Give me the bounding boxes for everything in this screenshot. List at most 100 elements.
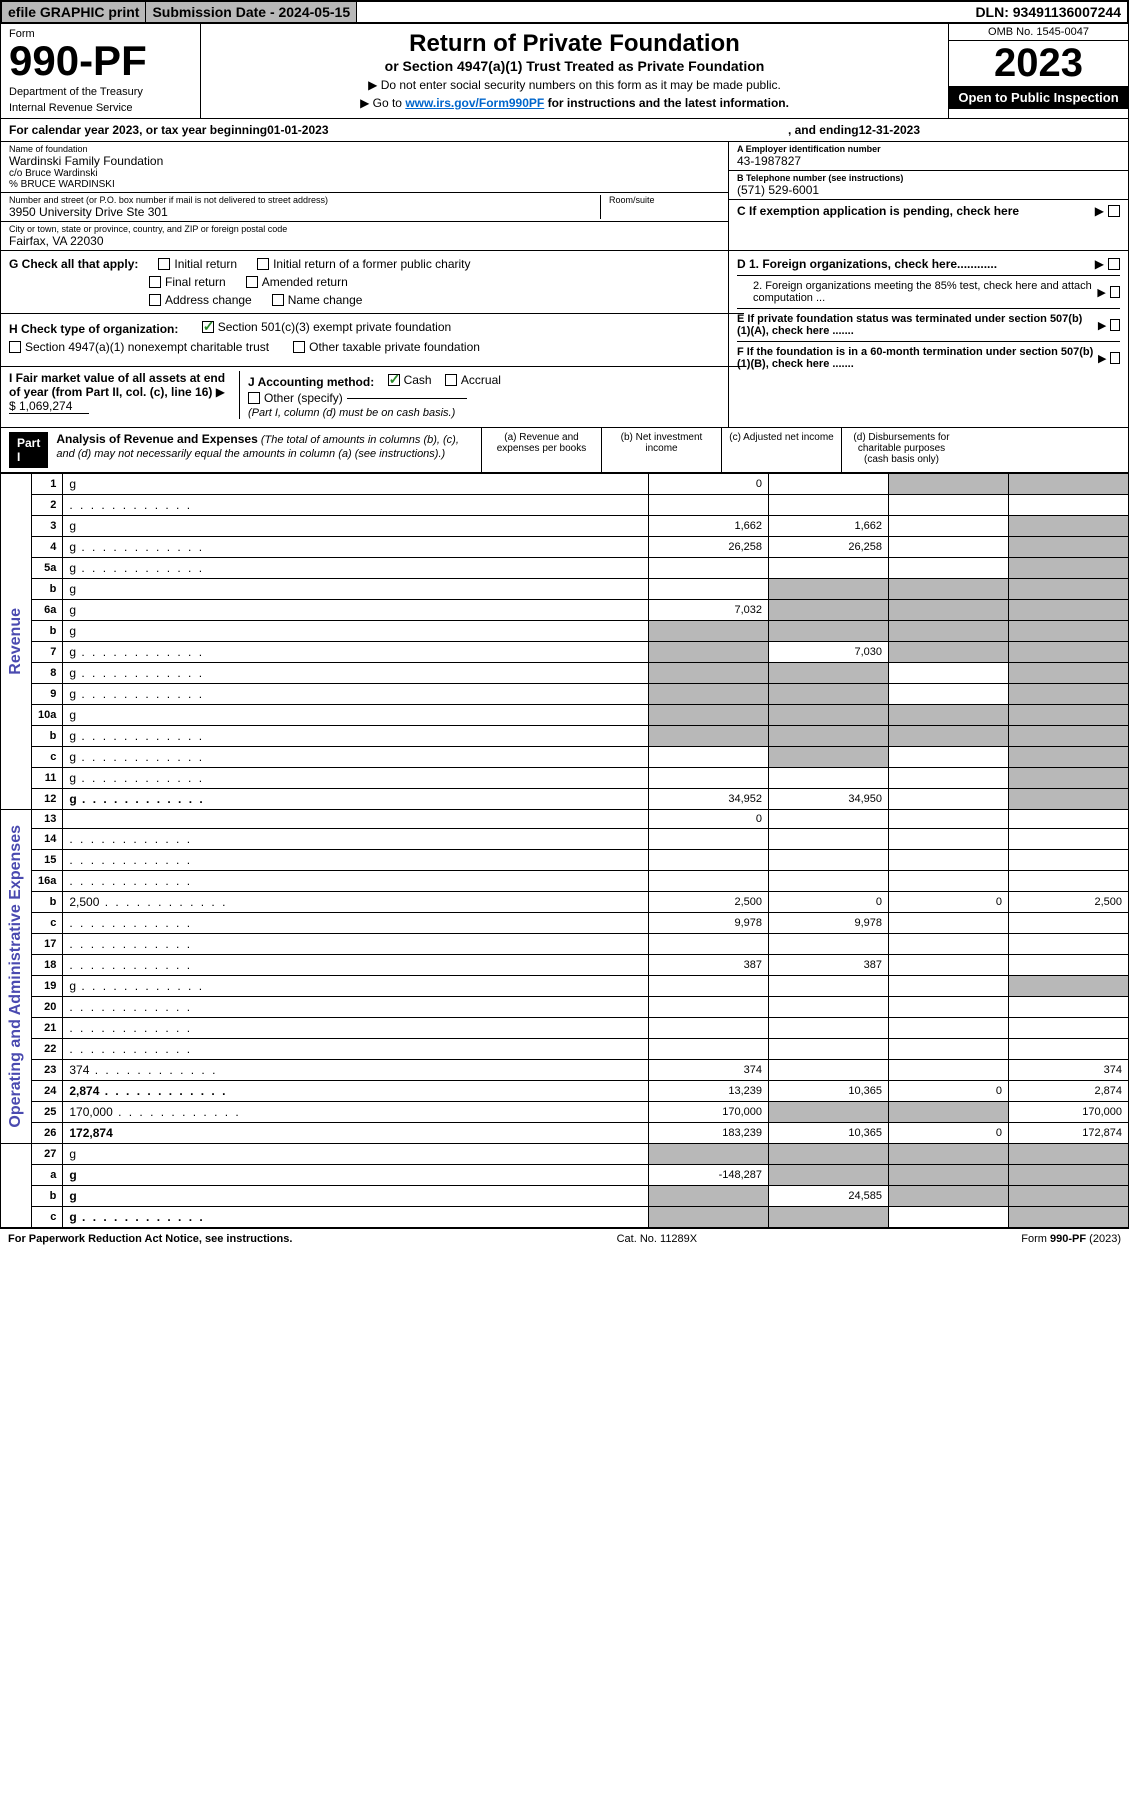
table-row: b2,5002,500002,500 bbox=[1, 892, 1129, 913]
footer-right: Form 990-PF (2023) bbox=[1021, 1233, 1121, 1245]
h-label: H Check type of organization: bbox=[9, 322, 178, 336]
cell-b bbox=[769, 474, 889, 495]
cell-a: 2,500 bbox=[649, 892, 769, 913]
table-row: 21 bbox=[1, 1018, 1129, 1039]
cell-a: -148,287 bbox=[649, 1165, 769, 1186]
cell-a: 9,978 bbox=[649, 913, 769, 934]
foundation-name: Wardinski Family Foundation bbox=[9, 154, 720, 168]
row-description: g bbox=[63, 684, 649, 705]
table-row: 25170,000170,000170,000 bbox=[1, 1102, 1129, 1123]
c-cell: C If exemption application is pending, c… bbox=[729, 200, 1128, 222]
cell-c bbox=[889, 934, 1009, 955]
cell-a bbox=[649, 558, 769, 579]
h-opt-1: Section 501(c)(3) exempt private foundat… bbox=[218, 320, 451, 334]
table-row: 22 bbox=[1, 1039, 1129, 1060]
cal-begin: 01-01-2023 bbox=[267, 123, 328, 137]
g-cb-3[interactable] bbox=[246, 276, 258, 288]
cell-d bbox=[1009, 1165, 1129, 1186]
cal-spacer bbox=[329, 123, 788, 137]
h-row: H Check type of organization: Section 50… bbox=[1, 313, 744, 362]
cal-mid: , and ending bbox=[788, 123, 859, 137]
e-row: E If private foundation status was termi… bbox=[737, 309, 1120, 342]
row-description bbox=[63, 955, 649, 976]
row-number: 16a bbox=[32, 871, 63, 892]
e-label: E If private foundation status was termi… bbox=[737, 313, 1094, 337]
j-accrual-cb[interactable] bbox=[445, 374, 457, 386]
row-number: 19 bbox=[32, 976, 63, 997]
row-description bbox=[63, 1018, 649, 1039]
row-number: b bbox=[32, 892, 63, 913]
cell-b bbox=[769, 850, 889, 871]
row-description: g bbox=[63, 705, 649, 726]
d1-checkbox[interactable] bbox=[1108, 258, 1120, 270]
g-cb-4[interactable] bbox=[149, 294, 161, 306]
cell-d: 2,500 bbox=[1009, 892, 1129, 913]
col-b-header: (b) Net investment income bbox=[601, 428, 721, 472]
cell-c: 0 bbox=[889, 892, 1009, 913]
g-cb-1[interactable] bbox=[257, 258, 269, 270]
cell-b: 1,662 bbox=[769, 516, 889, 537]
j-other-cb[interactable] bbox=[248, 392, 260, 404]
col-c-header: (c) Adjusted net income bbox=[721, 428, 841, 472]
cell-b bbox=[769, 600, 889, 621]
d2-checkbox[interactable] bbox=[1110, 286, 1120, 298]
g-cb-0[interactable] bbox=[158, 258, 170, 270]
e-checkbox[interactable] bbox=[1110, 319, 1120, 331]
footer: For Paperwork Reduction Act Notice, see … bbox=[0, 1228, 1129, 1249]
cell-d bbox=[1009, 474, 1129, 495]
form-header: Form 990-PF Department of the Treasury I… bbox=[0, 24, 1129, 119]
table-row: bg bbox=[1, 621, 1129, 642]
table-row: 14 bbox=[1, 829, 1129, 850]
cell-d: 172,874 bbox=[1009, 1123, 1129, 1144]
cell-a bbox=[649, 495, 769, 516]
cell-c bbox=[889, 976, 1009, 997]
cell-a bbox=[649, 1039, 769, 1060]
row-number: 24 bbox=[32, 1081, 63, 1102]
cell-a: 0 bbox=[649, 810, 769, 829]
row-number: a bbox=[32, 1165, 63, 1186]
j-label: J Accounting method: bbox=[248, 375, 374, 389]
table-row: cg bbox=[1, 747, 1129, 768]
row-description bbox=[63, 1039, 649, 1060]
c-checkbox[interactable] bbox=[1108, 205, 1120, 217]
h-cb-1[interactable] bbox=[202, 321, 214, 333]
g-cb-5[interactable] bbox=[272, 294, 284, 306]
row-number: b bbox=[32, 1186, 63, 1207]
row-description: 2,500 bbox=[63, 892, 649, 913]
expenses-side-label: Operating and Administrative Expenses bbox=[7, 825, 25, 1128]
h-cb-3[interactable] bbox=[293, 341, 305, 353]
h-cb-2[interactable] bbox=[9, 341, 21, 353]
irs-link[interactable]: www.irs.gov/Form990PF bbox=[405, 96, 544, 110]
g-row3: Address change Name change bbox=[9, 291, 736, 309]
cell-d bbox=[1009, 1186, 1129, 1207]
cal-prefix: For calendar year 2023, or tax year begi… bbox=[9, 123, 267, 137]
cell-a bbox=[649, 1186, 769, 1207]
cell-b bbox=[769, 810, 889, 829]
ssn-note: ▶ Do not enter social security numbers o… bbox=[207, 78, 942, 92]
row-number: 12 bbox=[32, 789, 63, 810]
j-cash-cb[interactable] bbox=[388, 374, 400, 386]
f-checkbox[interactable] bbox=[1110, 352, 1120, 364]
footer-mid: Cat. No. 11289X bbox=[617, 1233, 698, 1245]
g-cb-2[interactable] bbox=[149, 276, 161, 288]
form-left-block: Form 990-PF Department of the Treasury I… bbox=[1, 24, 201, 118]
table-row: c9,9789,978 bbox=[1, 913, 1129, 934]
row-number: 3 bbox=[32, 516, 63, 537]
cell-b bbox=[769, 621, 889, 642]
table-row: bg bbox=[1, 726, 1129, 747]
row-number: 2 bbox=[32, 495, 63, 516]
info-right: A Employer identification number 43-1987… bbox=[728, 142, 1128, 250]
cell-b bbox=[769, 747, 889, 768]
cell-d bbox=[1009, 621, 1129, 642]
g-opt-0: Initial return bbox=[174, 257, 237, 271]
row-description: g bbox=[63, 579, 649, 600]
cell-a: 183,239 bbox=[649, 1123, 769, 1144]
cell-b bbox=[769, 558, 889, 579]
cell-d: 374 bbox=[1009, 1060, 1129, 1081]
cell-d bbox=[1009, 955, 1129, 976]
row-description: g bbox=[63, 1144, 649, 1165]
cell-d bbox=[1009, 1039, 1129, 1060]
cell-b: 10,365 bbox=[769, 1081, 889, 1102]
row-number: 14 bbox=[32, 829, 63, 850]
cell-c bbox=[889, 747, 1009, 768]
